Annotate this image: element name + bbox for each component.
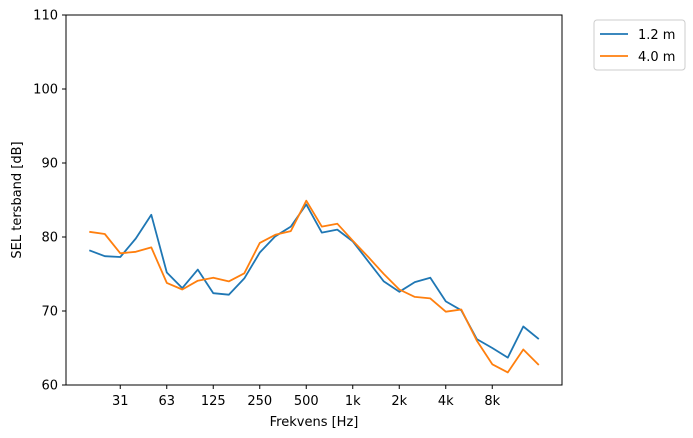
- x-tick-label-4k: 4k: [438, 394, 454, 409]
- x-tick-label-8k: 8k: [484, 394, 500, 409]
- legend-box: [593, 19, 686, 71]
- y-tick-label-90: 90: [41, 157, 58, 172]
- legend: 1.2 m 4.0 m: [593, 19, 686, 71]
- x-tick-label-63: 63: [158, 394, 175, 409]
- x-axis-label: Frekvens [Hz]: [270, 415, 359, 430]
- series-line-4.0-m: [89, 199, 540, 374]
- y-tick-label-80: 80: [41, 231, 58, 246]
- plot-frame: [65, 14, 563, 386]
- series-line-1.2-m: [88, 203, 540, 359]
- y-tick-label-110: 110: [33, 9, 58, 24]
- y-axis: 60 70 80 90 100 110: [33, 9, 66, 394]
- legend-label-1.2-m: 1.2 m: [638, 28, 675, 43]
- series-layer: [88, 199, 540, 374]
- x-tick-label-250: 250: [247, 394, 272, 409]
- x-tick-label-500: 500: [294, 394, 319, 409]
- x-tick-label-1k: 1k: [345, 394, 361, 409]
- x-tick-label-31: 31: [112, 394, 129, 409]
- x-axis: 31 63 125 250 500 1k 2k 4k 8k: [112, 385, 501, 409]
- plot-area: [65, 14, 563, 386]
- y-axis-label: SEL tersband [dB]: [10, 141, 25, 258]
- legend-label-4.0-m: 4.0 m: [638, 50, 675, 65]
- x-tick-label-2k: 2k: [391, 394, 407, 409]
- x-tick-label-125: 125: [201, 394, 226, 409]
- y-tick-label-60: 60: [41, 379, 58, 394]
- y-tick-label-100: 100: [33, 83, 58, 98]
- y-tick-label-70: 70: [41, 305, 58, 320]
